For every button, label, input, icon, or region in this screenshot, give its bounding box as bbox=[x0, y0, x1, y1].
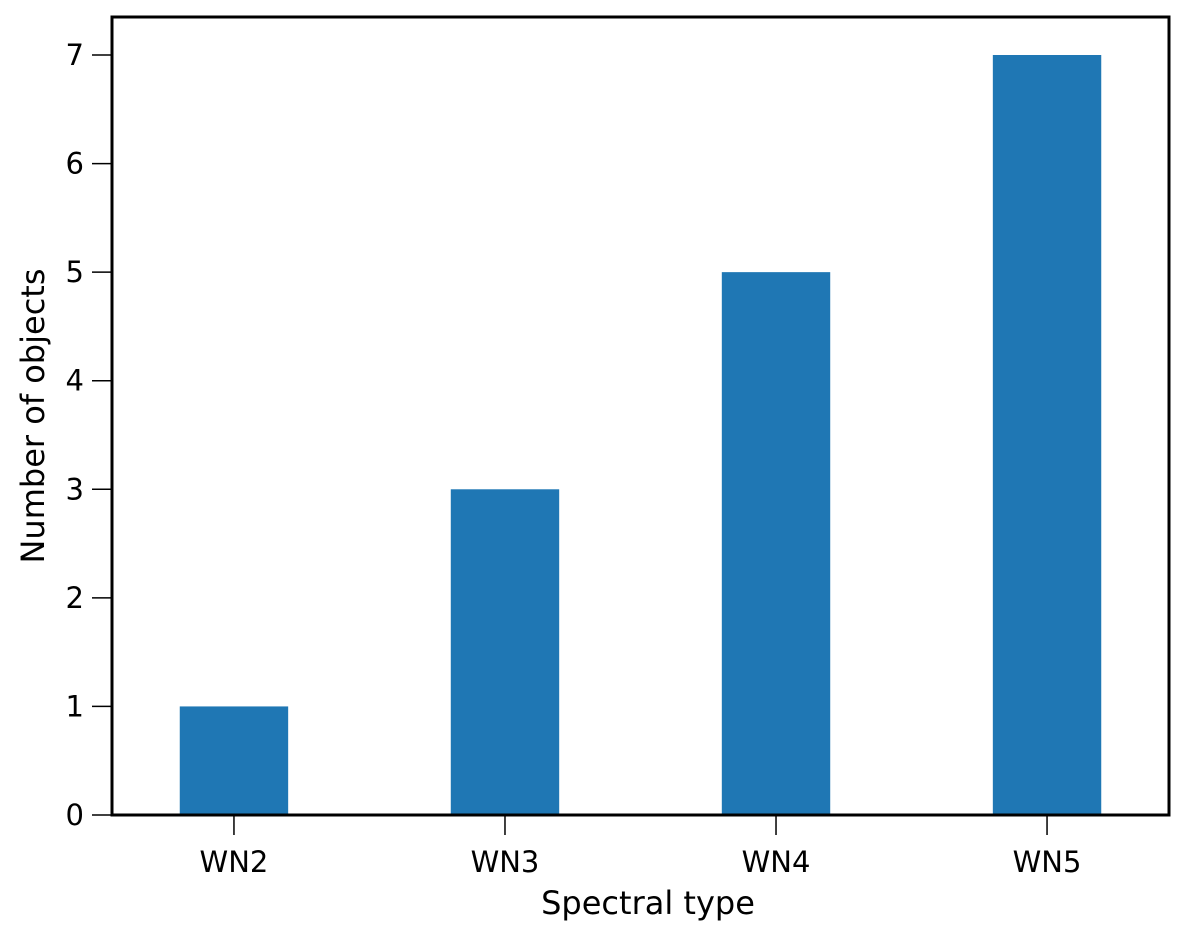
y-tick-label: 4 bbox=[66, 364, 84, 398]
x-axis-label: Spectral type bbox=[541, 884, 755, 922]
x-axis: WN2 WN3 WN4 WN5 bbox=[200, 815, 1082, 879]
y-tick-label: 5 bbox=[66, 255, 84, 289]
bar-wn3 bbox=[450, 489, 560, 815]
bar-wn4 bbox=[721, 272, 831, 816]
y-tick-label: 1 bbox=[66, 689, 84, 723]
x-tick-label-wn4: WN4 bbox=[742, 845, 811, 879]
y-tick-label: 2 bbox=[66, 581, 84, 615]
bar-wn5 bbox=[992, 55, 1102, 815]
x-tick-label-wn2: WN2 bbox=[200, 845, 269, 879]
x-tick-label-wn5: WN5 bbox=[1013, 845, 1082, 879]
y-axis-label: Number of objects bbox=[14, 268, 52, 563]
bar-wn2 bbox=[179, 706, 289, 815]
y-tick-label: 7 bbox=[66, 38, 84, 72]
x-tick-label-wn3: WN3 bbox=[471, 845, 540, 879]
y-tick-label: 6 bbox=[66, 147, 84, 181]
bars-group bbox=[179, 55, 1102, 816]
y-tick-label: 0 bbox=[66, 798, 84, 832]
y-axis: 0 1 2 3 4 5 6 7 bbox=[66, 38, 112, 832]
plot-frame bbox=[110, 15, 1171, 817]
y-tick-label: 3 bbox=[66, 472, 84, 506]
